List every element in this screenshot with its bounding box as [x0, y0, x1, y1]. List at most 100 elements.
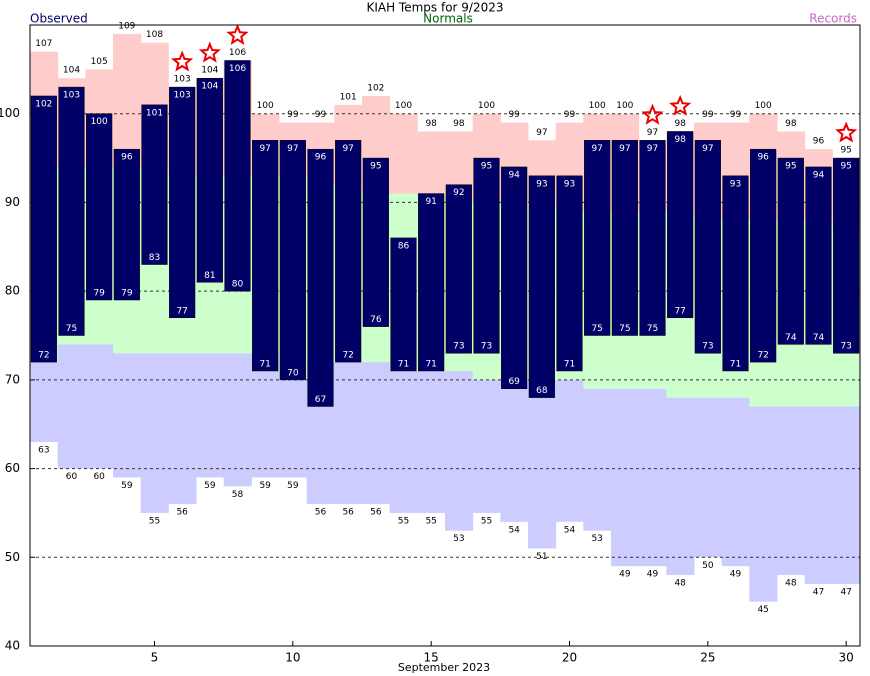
record-low-band	[445, 370, 474, 531]
y-tick-label: 50	[5, 550, 20, 564]
record-high-label: 104	[201, 66, 218, 76]
record-star	[198, 41, 221, 63]
observed-high-label: 96	[121, 153, 133, 163]
record-low-band	[362, 362, 391, 505]
record-low-label: 53	[453, 534, 464, 544]
observed-bar	[556, 175, 583, 372]
record-star	[835, 121, 858, 143]
record-low-label: 56	[342, 508, 354, 518]
record-high-band	[113, 33, 142, 167]
observed-bar	[473, 157, 500, 354]
record-low-band	[611, 388, 640, 567]
record-high-label: 99	[508, 110, 520, 120]
record-star	[171, 50, 194, 72]
record-low-band	[721, 397, 750, 567]
record-low-label: 59	[121, 481, 133, 491]
observed-high-label: 94	[508, 170, 520, 180]
observed-low-label: 75	[619, 324, 630, 334]
y-tick-label: 60	[5, 461, 20, 475]
record-high-label: 98	[453, 119, 465, 129]
observed-low-label: 79	[121, 289, 133, 299]
record-low-band	[223, 353, 252, 487]
record-low-band	[694, 397, 723, 558]
record-low-label: 55	[398, 516, 409, 526]
record-high-band	[417, 131, 446, 194]
chart-title: KIAH Temps for 9/2023	[366, 1, 503, 15]
record-low-label: 48	[785, 579, 797, 589]
record-high-label: 98	[674, 119, 686, 129]
observed-high-label: 93	[730, 179, 741, 189]
record-high-band	[389, 113, 418, 194]
observed-high-label: 97	[702, 144, 713, 154]
record-low-band	[113, 353, 142, 478]
observed-bar	[611, 140, 638, 336]
observed-bar	[169, 86, 196, 319]
x-tick-label: 30	[839, 651, 854, 665]
observed-low-label: 73	[702, 342, 713, 352]
record-low-label: 63	[38, 445, 49, 455]
observed-high-label: 95	[481, 162, 492, 172]
record-low-label: 59	[287, 481, 299, 491]
record-low-band	[638, 388, 667, 567]
observed-low-label: 71	[564, 359, 575, 369]
record-low-band	[30, 362, 59, 442]
observed-bar	[694, 140, 721, 354]
y-tick-label: 100	[0, 106, 20, 120]
x-tick-label: 5	[151, 651, 159, 665]
observed-high-label: 98	[674, 135, 686, 145]
record-low-label: 49	[730, 570, 742, 580]
record-low-label: 56	[176, 508, 188, 518]
record-high-label: 99	[702, 110, 714, 120]
observed-high-label: 97	[259, 144, 270, 154]
record-low-band	[57, 344, 86, 469]
observed-bar	[777, 157, 804, 345]
observed-bar	[639, 140, 666, 336]
observed-low-label: 73	[453, 342, 464, 352]
observed-low-label: 71	[398, 359, 409, 369]
record-high-label: 99	[730, 110, 742, 120]
record-low-label: 54	[508, 525, 520, 535]
record-low-band	[777, 406, 806, 576]
x-axis-label: September 2023	[398, 661, 490, 674]
record-high-label: 99	[287, 110, 299, 120]
observed-high-label: 93	[564, 179, 575, 189]
record-high-label: 100	[478, 101, 495, 111]
observed-bar	[58, 86, 85, 336]
record-low-label: 51	[536, 552, 547, 562]
observed-bar	[307, 148, 334, 407]
record-low-band	[500, 379, 529, 522]
observed-bar	[30, 95, 57, 363]
observed-bar	[86, 113, 113, 301]
record-low-label: 56	[315, 508, 327, 518]
observed-bar	[445, 184, 472, 354]
record-high-label: 102	[367, 83, 384, 93]
observed-low-label: 72	[38, 351, 49, 361]
observed-high-label: 104	[201, 82, 218, 92]
observed-high-label: 95	[840, 162, 851, 172]
observed-low-label: 75	[66, 324, 77, 334]
record-high-label: 101	[340, 92, 357, 102]
observed-low-label: 75	[647, 324, 658, 334]
observed-bar	[279, 140, 306, 381]
record-low-band	[555, 379, 584, 522]
observed-low-label: 76	[370, 315, 382, 325]
record-high-label: 97	[536, 128, 547, 138]
record-low-label: 60	[93, 472, 105, 482]
record-high-label: 105	[91, 57, 108, 67]
x-tick-label: 20	[562, 651, 577, 665]
observed-bar	[667, 131, 694, 319]
y-tick-label: 70	[5, 372, 20, 386]
observed-high-label: 101	[146, 108, 163, 118]
observed-high-label: 103	[63, 91, 80, 101]
record-low-band	[417, 370, 446, 513]
record-low-band	[583, 388, 612, 531]
legend-normals: Normals	[423, 12, 473, 26]
x-tick-label: 15	[424, 651, 439, 665]
observed-bar	[833, 157, 860, 354]
observed-low-label: 71	[259, 359, 270, 369]
observed-high-label: 95	[785, 162, 796, 172]
record-high-label: 100	[589, 101, 606, 111]
observed-low-label: 83	[149, 253, 160, 263]
